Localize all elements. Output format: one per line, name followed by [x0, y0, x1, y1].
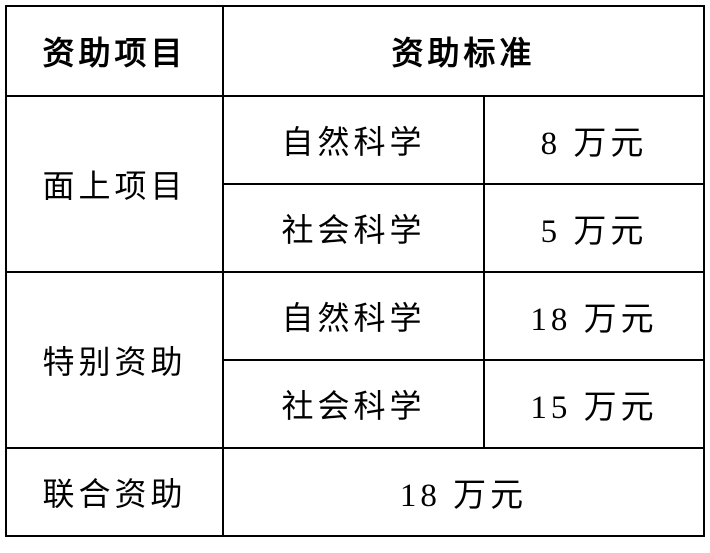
table-row: 面上项目 自然科学 8 万元	[5, 95, 705, 273]
project-name: 联合资助	[5, 447, 224, 537]
header-row: 资助项目 资助标准	[5, 5, 705, 97]
header-project: 资助项目	[5, 5, 224, 97]
field-name: 社会科学	[222, 359, 485, 449]
field-name: 自然科学	[222, 95, 485, 185]
project-name: 面上项目	[5, 95, 224, 273]
amount: 5 万元	[483, 183, 705, 273]
header-standard: 资助标准	[222, 5, 705, 97]
amount: 18 万元	[483, 271, 705, 361]
project-name: 特别资助	[5, 271, 224, 449]
amount: 15 万元	[483, 359, 705, 449]
field-name: 自然科学	[222, 271, 485, 361]
amount: 18 万元	[222, 447, 705, 537]
table-row: 社会科学 15 万元	[6, 359, 705, 449]
table-row: 社会科学 5 万元	[6, 183, 705, 273]
table-row: 联合资助 18 万元	[5, 447, 705, 537]
amount: 8 万元	[483, 95, 705, 185]
field-name: 社会科学	[222, 183, 485, 273]
table-row: 特别资助 自然科学 18 万元	[5, 271, 705, 449]
funding-standards-table: 资助项目 资助标准 面上项目 自然科学 8 万元 社会科学 5 万元 特别资助 …	[5, 5, 705, 537]
